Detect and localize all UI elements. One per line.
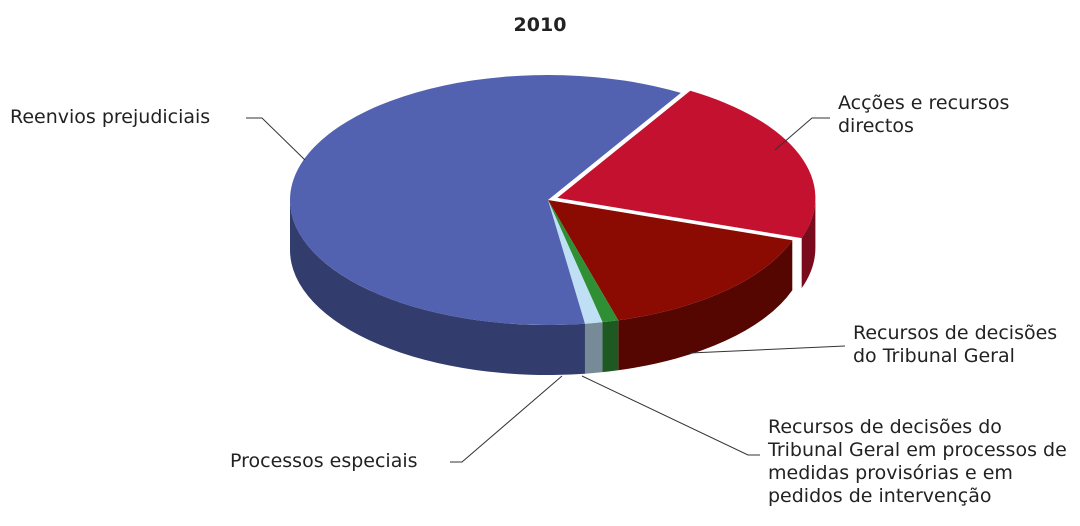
slice-label: Recursos de decisões do Tribunal Geral — [853, 322, 1058, 367]
leader-line — [246, 117, 306, 161]
slice-side — [801, 197, 816, 289]
leader-line — [581, 375, 760, 456]
slice — [548, 200, 793, 321]
slice-label: Acções e recursos directos — [838, 92, 1010, 137]
slice-label: Recursos de decisões do Tribunal Geral e… — [768, 416, 1067, 507]
slice-side — [584, 322, 603, 374]
slice-side — [602, 320, 619, 373]
leader-line — [450, 375, 563, 463]
slice-side — [618, 240, 793, 371]
slice-label: Reenvios prejudiciais — [10, 106, 211, 128]
chart-title: 2010 — [513, 14, 567, 36]
slice — [548, 200, 619, 323]
slice — [548, 200, 603, 324]
slice — [290, 75, 681, 325]
leader-line — [774, 117, 830, 151]
slice-side — [290, 200, 585, 375]
slice-label: Processos especiais — [230, 450, 418, 472]
slice — [557, 90, 816, 239]
leader-line — [689, 345, 846, 354]
